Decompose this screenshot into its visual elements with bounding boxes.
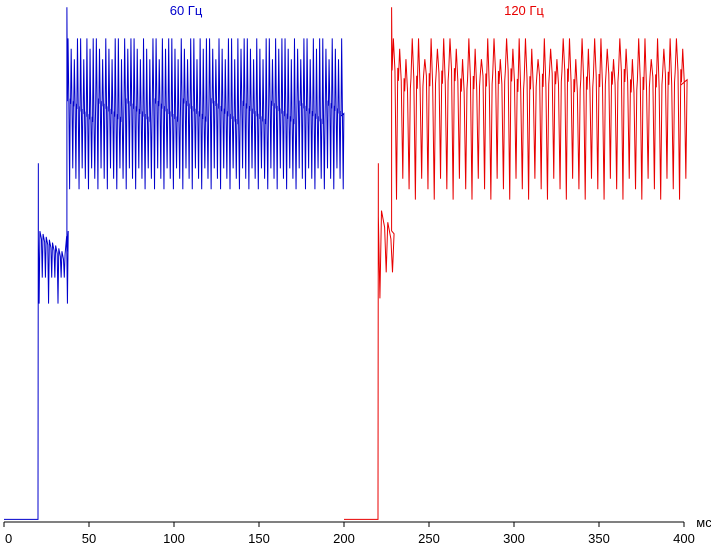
x-unit-label: мс (696, 515, 711, 530)
x-tick-label-400: 400 (673, 531, 695, 546)
x-tick-label-50: 50 (82, 531, 96, 546)
x-tick-label-250: 250 (418, 531, 440, 546)
x-tick-label-300: 300 (503, 531, 525, 546)
series-line-0 (4, 7, 345, 520)
x-tick-label-100: 100 (163, 531, 185, 546)
x-tick-label-150: 150 (248, 531, 270, 546)
series-label-layer: 60 Гц 120 Гц (170, 3, 545, 18)
x-tick-layer: 0 50 100 150 200 250 300 350 400 (3, 522, 695, 546)
series-label-0: 60 Гц (170, 3, 203, 18)
series-layer (4, 7, 688, 520)
x-tick-label-0: 0 (5, 531, 12, 546)
series-label-1: 120 Гц (504, 3, 544, 18)
x-tick-label-200: 200 (333, 531, 355, 546)
series-line-1 (344, 7, 688, 520)
x-tick-label-350: 350 (588, 531, 610, 546)
